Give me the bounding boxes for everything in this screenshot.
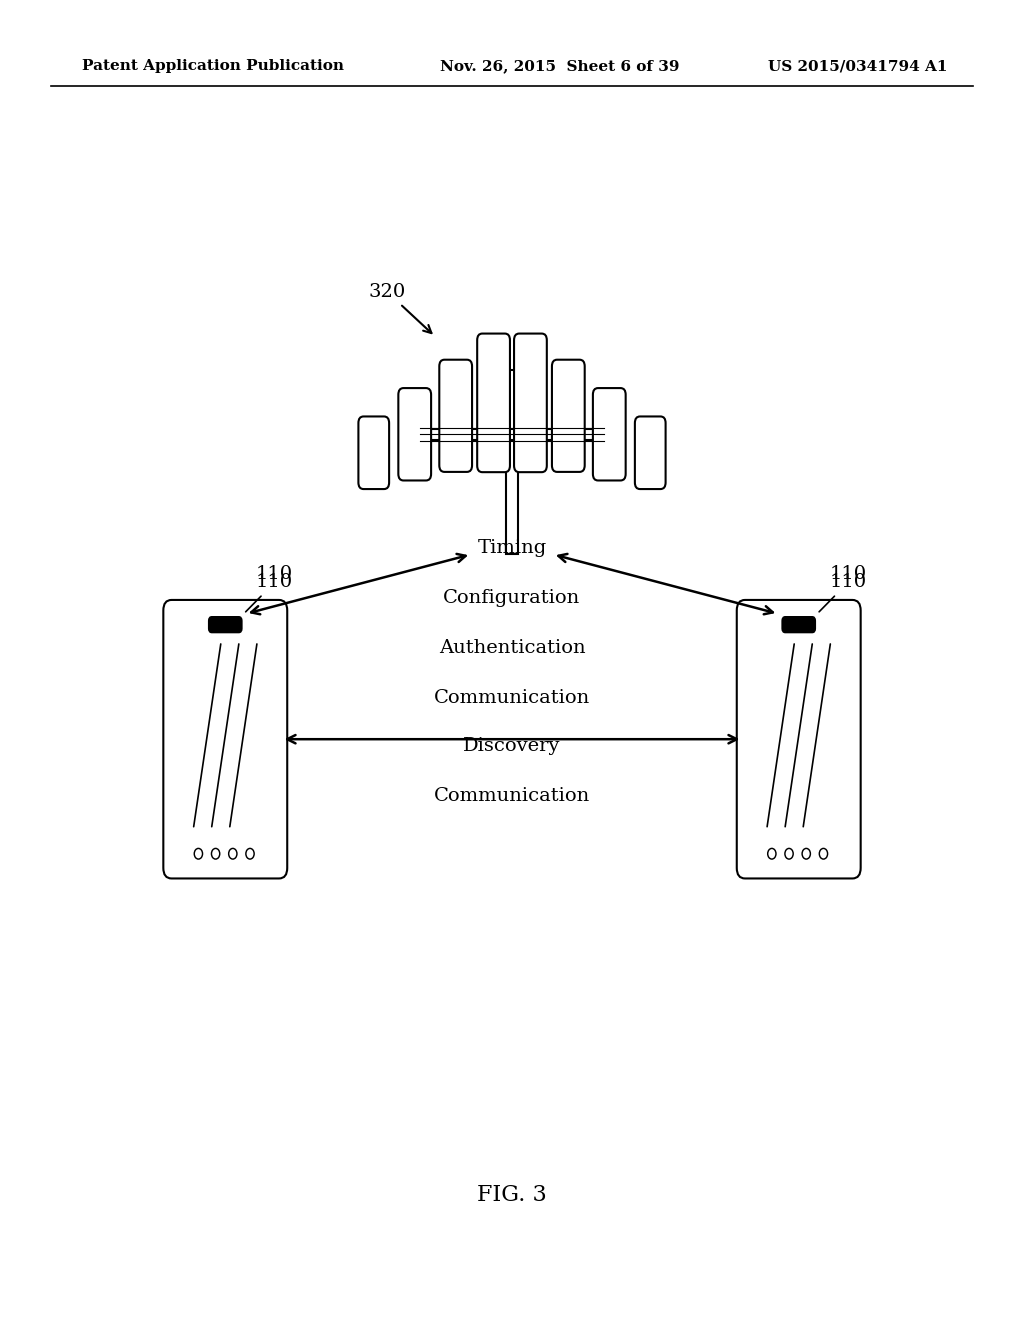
FancyBboxPatch shape bbox=[514, 334, 547, 473]
FancyBboxPatch shape bbox=[593, 388, 626, 480]
FancyBboxPatch shape bbox=[439, 360, 472, 473]
Circle shape bbox=[246, 849, 254, 859]
Text: Discovery: Discovery bbox=[463, 737, 561, 755]
Text: 110: 110 bbox=[256, 565, 293, 583]
FancyBboxPatch shape bbox=[635, 417, 666, 490]
Text: Configuration: Configuration bbox=[443, 589, 581, 607]
Text: FIG. 3: FIG. 3 bbox=[477, 1184, 547, 1205]
FancyBboxPatch shape bbox=[209, 616, 242, 632]
Text: 110: 110 bbox=[819, 573, 866, 611]
Text: 320: 320 bbox=[369, 282, 431, 333]
Text: Nov. 26, 2015  Sheet 6 of 39: Nov. 26, 2015 Sheet 6 of 39 bbox=[440, 59, 680, 74]
Text: 110: 110 bbox=[246, 573, 293, 611]
Text: Authentication: Authentication bbox=[438, 639, 586, 657]
Text: Communication: Communication bbox=[434, 689, 590, 708]
Circle shape bbox=[195, 849, 203, 859]
Bar bbox=[420, 429, 604, 440]
Circle shape bbox=[819, 849, 827, 859]
FancyBboxPatch shape bbox=[398, 388, 431, 480]
Circle shape bbox=[802, 849, 810, 859]
FancyBboxPatch shape bbox=[737, 599, 860, 879]
FancyBboxPatch shape bbox=[782, 616, 815, 632]
Circle shape bbox=[212, 849, 220, 859]
Circle shape bbox=[785, 849, 794, 859]
Bar bbox=[506, 370, 518, 554]
FancyBboxPatch shape bbox=[552, 360, 585, 473]
Text: Patent Application Publication: Patent Application Publication bbox=[82, 59, 344, 74]
Text: US 2015/0341794 A1: US 2015/0341794 A1 bbox=[768, 59, 947, 74]
Text: Communication: Communication bbox=[434, 787, 590, 805]
Circle shape bbox=[768, 849, 776, 859]
FancyBboxPatch shape bbox=[477, 334, 510, 473]
Circle shape bbox=[228, 849, 237, 859]
FancyBboxPatch shape bbox=[358, 417, 389, 490]
Text: 110: 110 bbox=[829, 565, 866, 583]
FancyBboxPatch shape bbox=[164, 599, 287, 879]
Text: Timing: Timing bbox=[477, 539, 547, 557]
